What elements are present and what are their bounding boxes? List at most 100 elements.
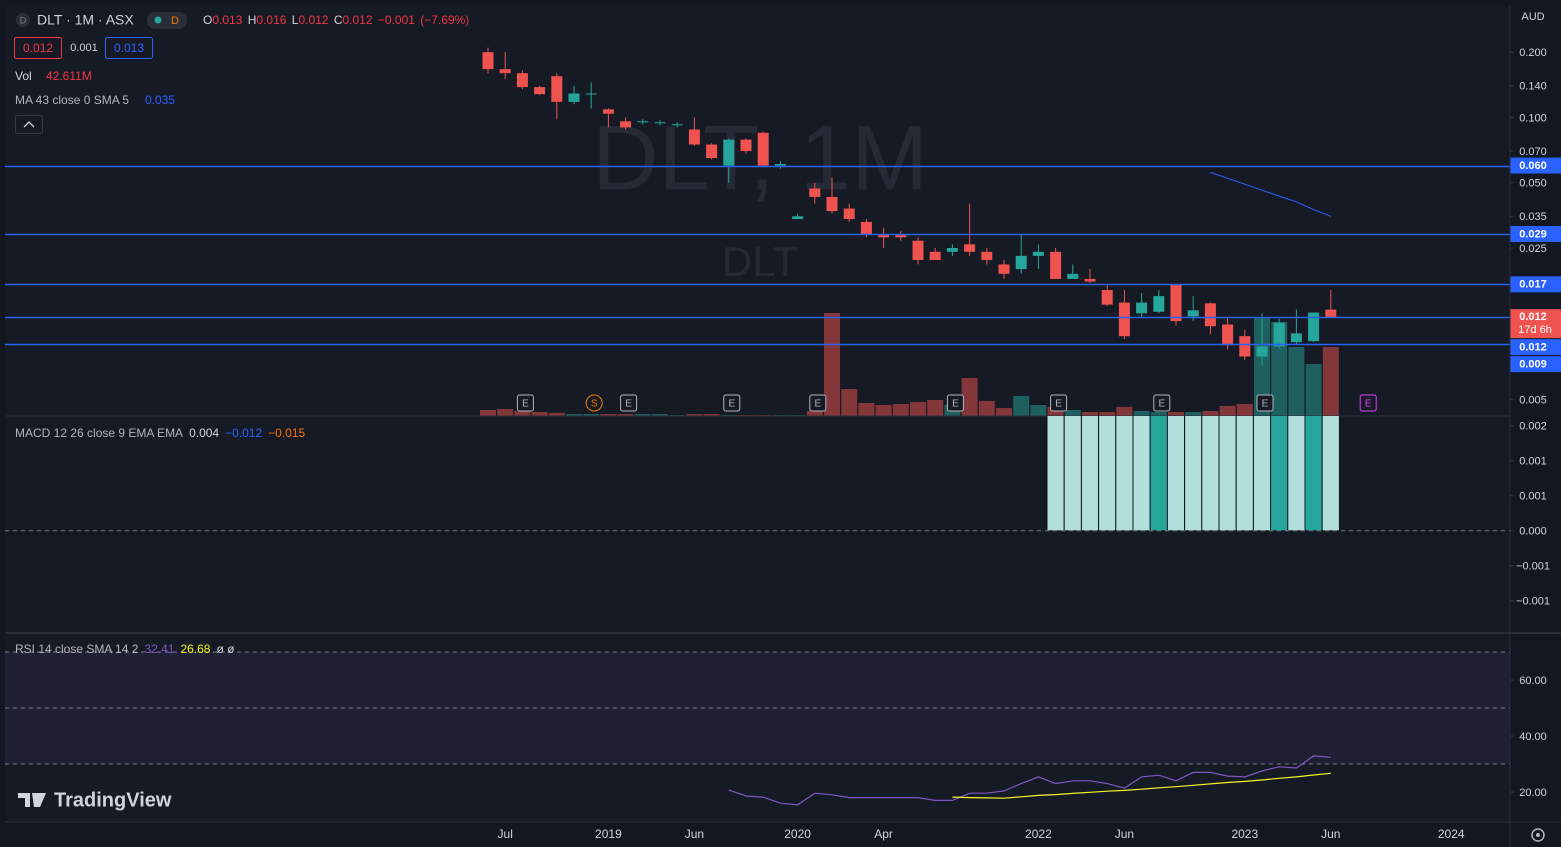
y-tick-label: 0.000	[1519, 526, 1547, 538]
hline-badge	[1510, 157, 1561, 174]
candle-body	[568, 93, 580, 102]
change: −0.001	[378, 13, 415, 27]
hline-label: 0.029	[1519, 228, 1547, 240]
currency[interactable]: AUD	[1521, 11, 1544, 23]
bid-box[interactable]	[14, 37, 62, 59]
volume-bar	[1168, 411, 1184, 416]
ma-name: MA 43 close 0 SMA 5	[15, 93, 129, 107]
event-marker	[723, 394, 741, 412]
collapse-icon	[23, 121, 35, 128]
legend-value: 32.41	[144, 642, 174, 656]
x-tick-label: 2022	[1025, 827, 1052, 841]
event-marker	[516, 394, 534, 412]
volume-value: 42.611M	[46, 69, 92, 83]
volume-bar	[1133, 410, 1150, 416]
spread: 0.001	[70, 42, 98, 54]
volume-bar	[1305, 364, 1322, 416]
volume-bar	[1202, 410, 1219, 416]
volume-bar	[583, 414, 600, 416]
event-marker	[946, 394, 964, 412]
ohlc-value: 0.013	[212, 13, 242, 27]
y-tick-label: 0.002	[1519, 421, 1547, 433]
candle-body	[809, 188, 821, 197]
y-tick-label: 0.025	[1519, 243, 1547, 255]
candle-body	[602, 109, 614, 114]
last-price: 0.012	[1519, 311, 1547, 323]
legend-value: −0.012	[225, 426, 262, 440]
volume-bar	[1288, 347, 1305, 416]
logo-icon	[16, 13, 30, 27]
symbol[interactable]: DLT · 1M · ASX	[37, 12, 134, 28]
event-marker	[1359, 394, 1377, 412]
candle-body	[843, 208, 855, 220]
candle-body	[826, 196, 838, 212]
volume-bar	[910, 402, 926, 416]
legend-name: MACD 12 26 close 9 EMA EMA	[15, 426, 183, 440]
candle-body	[1118, 302, 1130, 337]
ohlc-key: C	[334, 13, 343, 27]
candle-body	[998, 264, 1010, 274]
ask: 0.013	[114, 41, 144, 55]
candle-body	[1084, 278, 1096, 282]
event-marker	[585, 394, 603, 412]
volume-bar	[531, 411, 548, 416]
candle-body	[981, 251, 993, 261]
candle-body	[1136, 302, 1148, 314]
candle-body	[1187, 310, 1199, 317]
event-label: E	[1158, 399, 1165, 410]
volume-bar	[600, 414, 617, 416]
event-label: E	[522, 399, 529, 410]
volume-bar	[1116, 406, 1133, 416]
collapse-button[interactable]	[15, 115, 43, 134]
candle-body	[929, 251, 941, 261]
histogram-bar	[1080, 416, 1100, 532]
volume-bar	[1030, 404, 1047, 416]
hline-badge	[1510, 226, 1561, 243]
event-label: E	[728, 399, 735, 410]
volume-bar	[497, 409, 514, 416]
x-tick-label: Jun	[685, 827, 704, 841]
candle-body	[792, 216, 804, 220]
status-pill[interactable]	[147, 12, 187, 29]
candle-body	[1239, 336, 1251, 357]
candle-body	[551, 76, 563, 102]
event-label: E	[1262, 399, 1269, 410]
x-tick-label: 2023	[1231, 827, 1258, 841]
volume-bar	[996, 408, 1012, 416]
hline-badge	[1510, 356, 1561, 373]
change-pct: (−7.69%)	[420, 13, 469, 27]
volume-bar	[1254, 317, 1270, 416]
candle-body	[1067, 273, 1079, 279]
candle-body	[1325, 309, 1337, 318]
ohlc-key: H	[248, 13, 257, 27]
candle-body	[1153, 296, 1165, 312]
countdown: 17d 6h	[1518, 324, 1552, 336]
volume-bar	[1013, 395, 1030, 416]
settings-icon[interactable]	[1531, 828, 1545, 842]
event-marker	[1153, 394, 1171, 412]
hline-label: 0.009	[1519, 359, 1547, 371]
volume-bar	[566, 414, 582, 416]
volume-bar	[961, 377, 978, 416]
volume-bar	[617, 414, 634, 416]
candle-body	[1015, 255, 1027, 270]
hline-label: 0.017	[1519, 279, 1547, 291]
event-label: E	[1365, 399, 1372, 410]
status-flag: D	[171, 15, 179, 27]
volume-bar	[1150, 411, 1167, 416]
status-dot	[154, 16, 162, 24]
legend-value: ø ø	[216, 642, 235, 656]
ohlc-value: 0.016	[256, 13, 286, 27]
candle-body	[723, 139, 735, 166]
ask-box[interactable]	[105, 37, 153, 59]
x-tick-label: 2019	[595, 827, 622, 841]
volume-bar	[1099, 411, 1116, 416]
volume-bar	[686, 414, 703, 416]
event-label: S	[591, 399, 598, 410]
candle-body	[499, 69, 511, 74]
rsi-line	[728, 755, 1331, 806]
volume-bar	[1064, 410, 1081, 416]
y-tick-label: 0.100	[1519, 112, 1547, 124]
